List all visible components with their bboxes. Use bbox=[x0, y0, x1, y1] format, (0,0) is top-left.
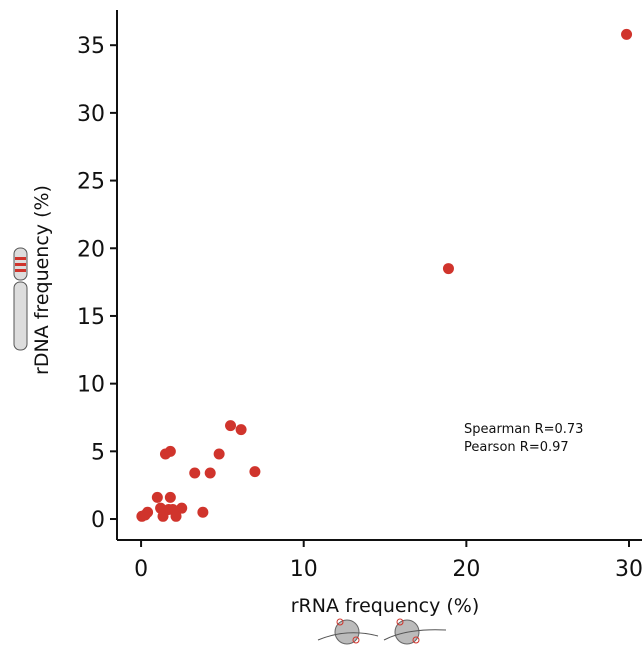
nucleolus-icon bbox=[317, 618, 447, 645]
y-tick-label: 15 bbox=[77, 305, 105, 330]
point bbox=[139, 509, 151, 521]
y-tick-label: 30 bbox=[77, 102, 105, 127]
point bbox=[213, 448, 225, 460]
point bbox=[225, 420, 237, 432]
point bbox=[159, 448, 171, 460]
point bbox=[204, 467, 216, 479]
y-tick-label: 0 bbox=[91, 508, 105, 533]
annotation: Pearson R=0.97 bbox=[464, 440, 569, 455]
x-tick-label: 20 bbox=[452, 557, 480, 582]
point bbox=[197, 506, 209, 518]
y-axis-label: rDNA frequency (%) bbox=[31, 185, 53, 375]
x-tick-label: 0 bbox=[134, 557, 148, 582]
point bbox=[235, 424, 247, 436]
point bbox=[249, 466, 261, 478]
point bbox=[442, 263, 454, 275]
chromosome-icon bbox=[13, 247, 28, 351]
x-axis-label: rRNA frequency (%) bbox=[291, 595, 479, 617]
x-tick-label: 30 bbox=[615, 557, 642, 582]
point bbox=[151, 491, 163, 503]
x-tick-label: 10 bbox=[290, 557, 318, 582]
point bbox=[176, 502, 188, 514]
annotation: Spearman R=0.73 bbox=[464, 422, 583, 437]
point bbox=[167, 504, 179, 516]
y-tick-label: 10 bbox=[77, 373, 105, 398]
y-tick-label: 20 bbox=[77, 237, 105, 262]
y-tick-label: 25 bbox=[77, 170, 105, 195]
point bbox=[157, 510, 169, 522]
y-tick-label: 5 bbox=[91, 440, 105, 465]
point bbox=[621, 28, 633, 40]
point bbox=[164, 491, 176, 503]
y-tick-label: 35 bbox=[77, 34, 105, 59]
point bbox=[189, 467, 201, 479]
